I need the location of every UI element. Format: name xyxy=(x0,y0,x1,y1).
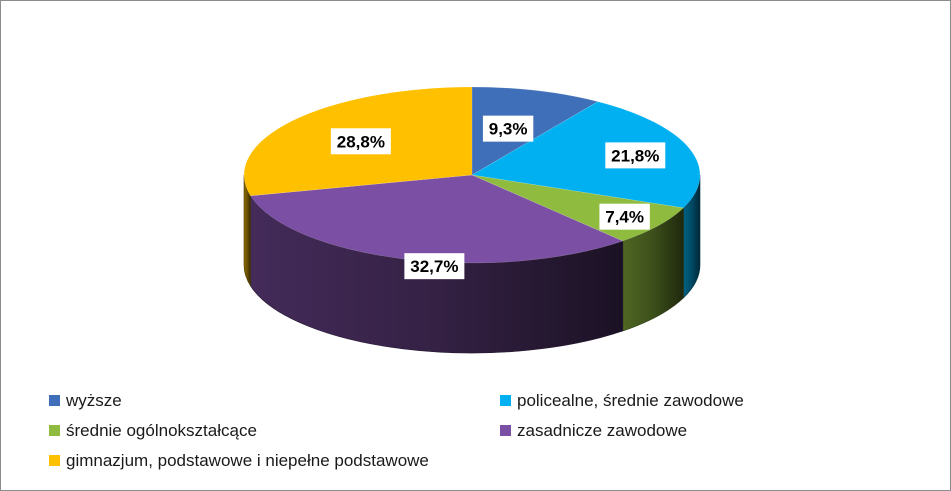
legend-label-gimnazjum-podstawowe-i-niepelne-podstawowe: gimnazjum, podstawowe i niepełne podstaw… xyxy=(66,451,429,470)
data-label-box xyxy=(330,128,391,155)
legend-label-zasadnicze-zawodowe: zasadnicze zawodowe xyxy=(517,421,687,440)
legend-swatch-wyzsze xyxy=(49,395,60,406)
data-label: 32,7% xyxy=(410,257,458,276)
data-labels: 9,3% 21,8% 7,4% 32,7% 28,8% xyxy=(330,115,666,280)
data-label-box xyxy=(599,203,650,230)
legend-swatch-srednie-ogolnoksztalcace xyxy=(49,425,60,436)
data-label-box xyxy=(605,142,666,169)
data-label: 7,4% xyxy=(605,208,644,227)
pie-slice-wyzsze xyxy=(471,86,599,176)
data-label-box xyxy=(404,253,465,280)
pie-slices xyxy=(243,86,701,264)
pie-slice-policealne-srednie-zawodowe xyxy=(471,101,701,209)
data-label: 28,8% xyxy=(337,132,385,151)
legend-label-srednie-ogolnoksztalcace: średnie ogólnokształcące xyxy=(66,421,257,440)
data-label: 21,8% xyxy=(611,146,659,165)
pie-slice-zasadnicze-zawodowe xyxy=(250,174,624,264)
legend-swatch-zasadnicze-zawodowe xyxy=(500,425,511,436)
data-label-box xyxy=(482,115,534,142)
legend-swatch-policealne-srednie-zawodowe xyxy=(500,395,511,406)
legend-swatch-gimnazjum-podstawowe-i-niepelne-podstawowe xyxy=(49,455,60,466)
legend-label-policealne-srednie-zawodowe: policealne, średnie zawodowe xyxy=(517,391,744,410)
data-label: 9,3% xyxy=(489,120,528,139)
legend-label-wyzsze: wyższe xyxy=(65,391,122,410)
legend: wyższe policealne, średnie zawodowe średni… xyxy=(49,391,744,470)
